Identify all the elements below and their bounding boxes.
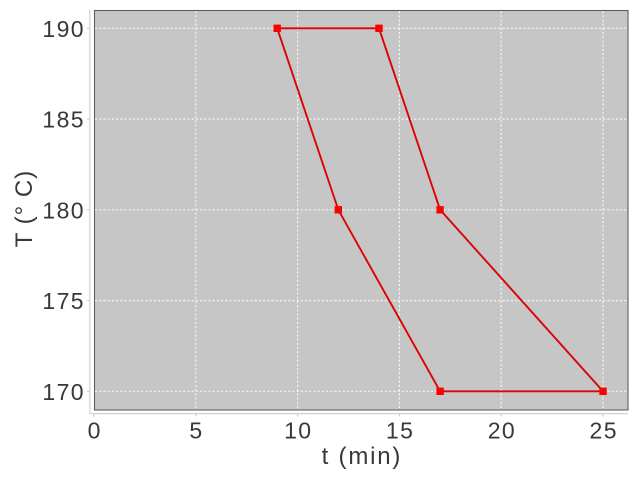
svg-text:190: 190 <box>42 16 85 42</box>
svg-text:25: 25 <box>590 417 618 443</box>
svg-text:175: 175 <box>42 288 85 314</box>
svg-text:T (° C): T (° C) <box>11 170 38 247</box>
svg-text:t (min): t (min) <box>322 443 403 470</box>
svg-text:10: 10 <box>284 417 312 443</box>
svg-text:20: 20 <box>488 417 516 443</box>
svg-text:170: 170 <box>42 379 85 405</box>
svg-text:5: 5 <box>189 417 203 443</box>
svg-text:0: 0 <box>88 417 102 443</box>
svg-text:180: 180 <box>42 197 85 223</box>
svg-text:15: 15 <box>386 417 414 443</box>
svg-text:185: 185 <box>42 107 85 133</box>
